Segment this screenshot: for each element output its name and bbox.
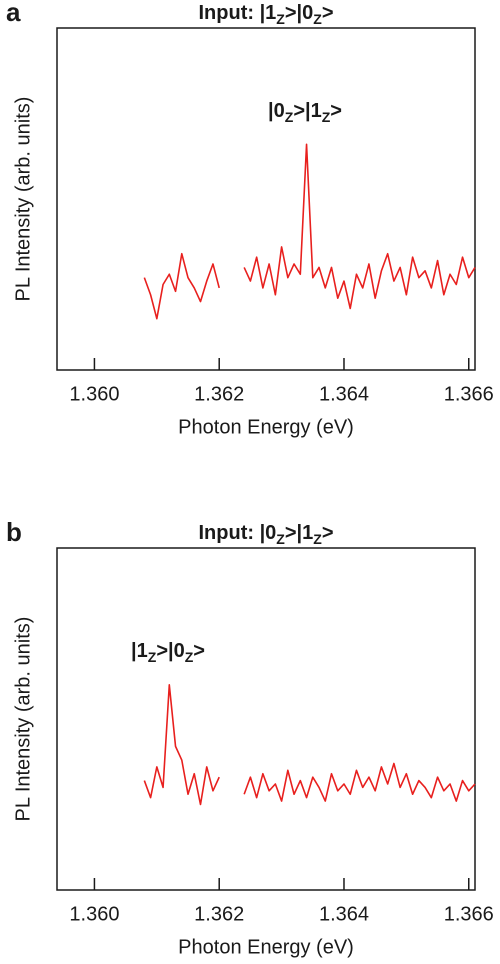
data-line [143, 684, 220, 806]
plot-frame [56, 547, 476, 891]
panel-label: b [6, 517, 22, 547]
y-axis-label: PL Intensity (arb. units) [12, 97, 34, 302]
chart-title: Input: |1Z>|0Z> [198, 2, 333, 26]
x-tick-label: 1.362 [194, 903, 244, 925]
y-axis-label: PL Intensity (arb. units) [12, 617, 34, 822]
chart-title: Input: |0Z>|1Z> [198, 522, 333, 546]
x-axis-label: Photon Energy (eV) [178, 416, 354, 438]
plot-frame [56, 27, 476, 371]
data-line [243, 762, 476, 802]
x-tick-label: 1.362 [194, 383, 244, 405]
x-tick-label: 1.360 [69, 903, 119, 925]
annotation: |1Z>|0Z> [131, 640, 205, 664]
x-axis-label: Photon Energy (eV) [178, 936, 354, 958]
data-line [243, 143, 476, 310]
x-tick-label: 1.366 [444, 903, 494, 925]
panel-label: a [6, 0, 21, 27]
data-line [143, 252, 220, 320]
x-tick-label: 1.364 [319, 383, 369, 405]
x-tick-label: 1.364 [319, 903, 369, 925]
x-tick-label: 1.366 [444, 383, 494, 405]
annotation: |0Z>|1Z> [268, 100, 342, 124]
x-tick-label: 1.360 [69, 383, 119, 405]
